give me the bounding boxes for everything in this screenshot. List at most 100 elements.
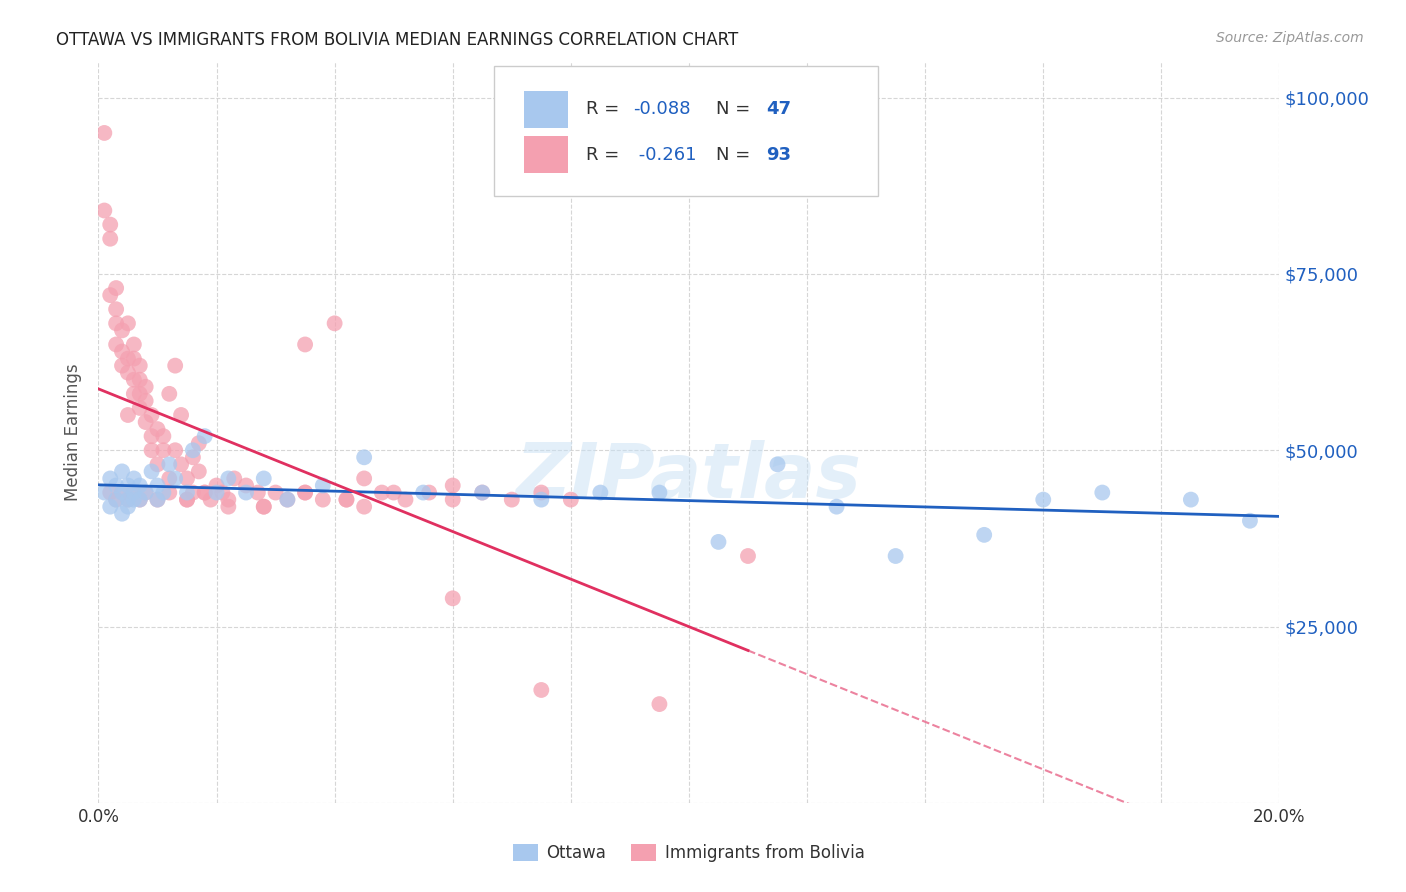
Point (211, 485, 233, 500)
Point (294, 485, 316, 500)
Text: N =: N = (716, 146, 756, 164)
Point (135, 485, 157, 500)
Point (105, 492, 128, 507)
Point (111, 323, 134, 337)
Text: R =: R = (586, 146, 626, 164)
Point (187, 464, 209, 478)
Text: Source: ZipAtlas.com: Source: ZipAtlas.com (1216, 31, 1364, 45)
Point (441, 591, 464, 606)
Point (353, 500, 375, 514)
Point (122, 373, 145, 387)
Point (122, 351, 145, 366)
Point (205, 478, 228, 492)
Point (200, 492, 222, 507)
Point (105, 478, 128, 492)
Text: -0.261: -0.261 (634, 146, 697, 164)
Point (111, 464, 134, 478)
Point (253, 500, 276, 514)
Point (152, 485, 174, 500)
Point (117, 492, 139, 507)
Point (224, 471, 246, 485)
Point (353, 471, 375, 485)
Point (235, 485, 257, 500)
Point (737, 549, 759, 563)
Bar (523, 91, 568, 128)
Point (276, 492, 298, 507)
Point (441, 478, 464, 492)
Point (170, 408, 193, 422)
Point (394, 492, 416, 507)
Bar (523, 136, 568, 173)
Y-axis label: Median Earnings: Median Earnings (65, 364, 83, 501)
Point (530, 485, 553, 500)
Point (117, 478, 139, 492)
Point (117, 500, 139, 514)
Point (217, 500, 239, 514)
Point (294, 485, 316, 500)
Point (501, 492, 523, 507)
Point (146, 492, 169, 507)
Point (1091, 485, 1114, 500)
Point (117, 492, 139, 507)
Point (217, 492, 239, 507)
Point (312, 492, 335, 507)
Point (146, 492, 169, 507)
Point (973, 528, 995, 542)
Point (98, 485, 121, 500)
Point (382, 485, 405, 500)
Point (141, 464, 163, 478)
Point (176, 485, 198, 500)
Point (98, 288, 121, 302)
Point (335, 492, 357, 507)
Point (181, 443, 204, 458)
Point (412, 485, 434, 500)
Text: N =: N = (716, 100, 756, 118)
Point (246, 485, 269, 500)
Point (157, 387, 180, 401)
Point (294, 337, 316, 351)
FancyBboxPatch shape (494, 66, 877, 195)
Point (117, 351, 139, 366)
Point (117, 316, 139, 330)
Text: R =: R = (586, 100, 626, 118)
Point (205, 485, 228, 500)
Point (98, 471, 121, 485)
Point (371, 485, 394, 500)
Point (122, 485, 145, 500)
Point (353, 450, 375, 465)
Point (135, 380, 157, 394)
Point (98, 218, 121, 232)
Point (176, 492, 198, 507)
Point (128, 492, 150, 507)
Point (335, 492, 357, 507)
Point (93, 203, 115, 218)
Point (165, 443, 187, 458)
Point (146, 422, 169, 436)
Point (105, 337, 128, 351)
Point (111, 359, 134, 373)
Point (530, 492, 553, 507)
Point (648, 697, 671, 711)
Point (146, 478, 169, 492)
Point (176, 471, 198, 485)
Point (418, 485, 440, 500)
Point (441, 492, 464, 507)
Point (1239, 514, 1261, 528)
Point (253, 500, 276, 514)
Point (117, 408, 139, 422)
Point (176, 492, 198, 507)
Point (181, 450, 204, 465)
Point (235, 478, 257, 492)
Point (825, 500, 848, 514)
Point (157, 471, 180, 485)
Point (157, 485, 180, 500)
Point (146, 458, 169, 472)
Text: 47: 47 (766, 100, 790, 118)
Point (589, 485, 612, 500)
Point (105, 302, 128, 317)
Point (1032, 492, 1054, 507)
Point (323, 316, 346, 330)
Point (135, 485, 157, 500)
Point (471, 485, 494, 500)
Point (122, 485, 145, 500)
